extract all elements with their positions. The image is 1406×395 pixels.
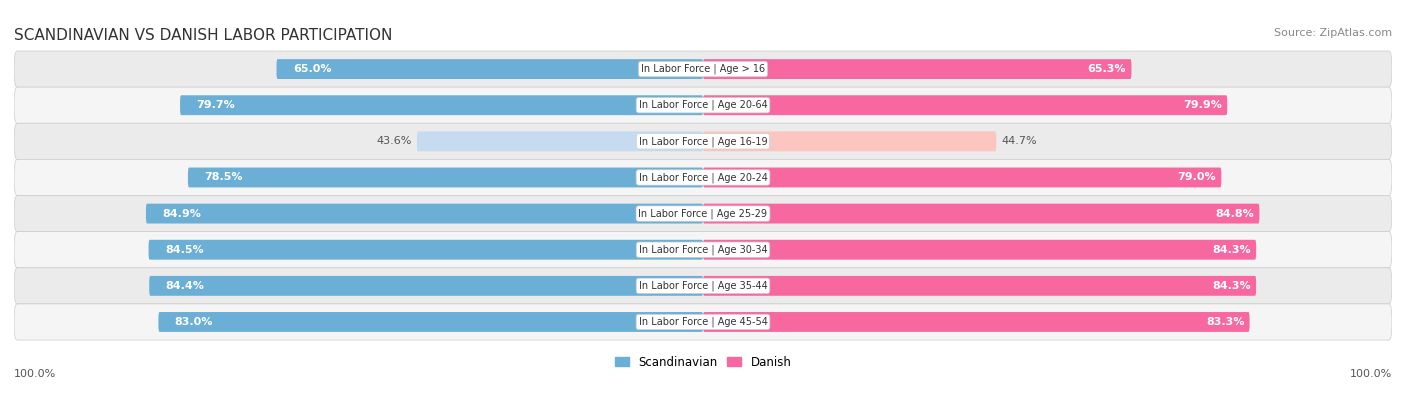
Text: 84.3%: 84.3% (1212, 281, 1251, 291)
Text: In Labor Force | Age 45-54: In Labor Force | Age 45-54 (638, 317, 768, 327)
Text: 84.8%: 84.8% (1215, 209, 1254, 218)
FancyBboxPatch shape (703, 132, 997, 151)
FancyBboxPatch shape (418, 132, 703, 151)
Text: 43.6%: 43.6% (377, 136, 412, 146)
FancyBboxPatch shape (703, 312, 1250, 332)
Text: 84.3%: 84.3% (1212, 245, 1251, 255)
Text: 44.7%: 44.7% (1001, 136, 1038, 146)
Text: 84.4%: 84.4% (166, 281, 204, 291)
Text: 65.0%: 65.0% (292, 64, 332, 74)
Legend: Scandinavian, Danish: Scandinavian, Danish (610, 351, 796, 373)
Text: In Labor Force | Age 20-64: In Labor Force | Age 20-64 (638, 100, 768, 111)
Text: SCANDINAVIAN VS DANISH LABOR PARTICIPATION: SCANDINAVIAN VS DANISH LABOR PARTICIPATI… (14, 28, 392, 43)
Text: 79.0%: 79.0% (1177, 173, 1216, 182)
Text: 79.9%: 79.9% (1182, 100, 1222, 110)
FancyBboxPatch shape (703, 95, 1227, 115)
Text: In Labor Force | Age 30-34: In Labor Force | Age 30-34 (638, 245, 768, 255)
Text: 65.3%: 65.3% (1088, 64, 1126, 74)
Text: 83.3%: 83.3% (1206, 317, 1244, 327)
Text: In Labor Force | Age > 16: In Labor Force | Age > 16 (641, 64, 765, 74)
FancyBboxPatch shape (14, 268, 1392, 304)
Text: 100.0%: 100.0% (1350, 369, 1392, 379)
FancyBboxPatch shape (14, 196, 1392, 231)
FancyBboxPatch shape (703, 204, 1260, 224)
Text: 78.5%: 78.5% (204, 173, 243, 182)
Text: In Labor Force | Age 25-29: In Labor Force | Age 25-29 (638, 208, 768, 219)
FancyBboxPatch shape (703, 276, 1256, 296)
FancyBboxPatch shape (703, 167, 1222, 187)
Text: 84.5%: 84.5% (165, 245, 204, 255)
Text: 79.7%: 79.7% (197, 100, 235, 110)
Text: In Labor Force | Age 35-44: In Labor Force | Age 35-44 (638, 280, 768, 291)
Text: In Labor Force | Age 16-19: In Labor Force | Age 16-19 (638, 136, 768, 147)
Text: Source: ZipAtlas.com: Source: ZipAtlas.com (1274, 28, 1392, 38)
FancyBboxPatch shape (14, 87, 1392, 123)
Text: In Labor Force | Age 20-24: In Labor Force | Age 20-24 (638, 172, 768, 183)
Text: 83.0%: 83.0% (174, 317, 214, 327)
FancyBboxPatch shape (14, 123, 1392, 160)
FancyBboxPatch shape (14, 160, 1392, 196)
FancyBboxPatch shape (159, 312, 703, 332)
FancyBboxPatch shape (149, 240, 703, 260)
FancyBboxPatch shape (703, 59, 1132, 79)
FancyBboxPatch shape (14, 51, 1392, 87)
Text: 84.9%: 84.9% (162, 209, 201, 218)
FancyBboxPatch shape (14, 231, 1392, 268)
FancyBboxPatch shape (146, 204, 703, 224)
FancyBboxPatch shape (149, 276, 703, 296)
FancyBboxPatch shape (14, 304, 1392, 340)
FancyBboxPatch shape (703, 240, 1256, 260)
Text: 100.0%: 100.0% (14, 369, 56, 379)
FancyBboxPatch shape (180, 95, 703, 115)
FancyBboxPatch shape (188, 167, 703, 187)
FancyBboxPatch shape (277, 59, 703, 79)
